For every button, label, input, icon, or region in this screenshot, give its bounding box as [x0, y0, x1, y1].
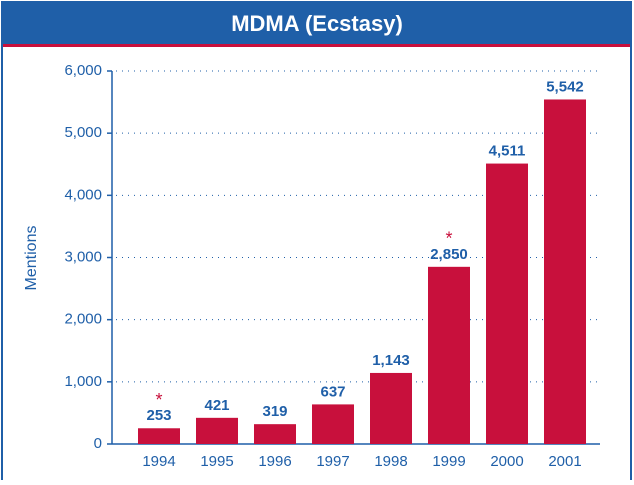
x-tick-label: 1997: [316, 453, 349, 470]
bar: [196, 417, 238, 444]
marker-annotation: *: [155, 390, 162, 410]
bar: [486, 163, 528, 444]
title-bar: [3, 3, 630, 44]
y-tick-label: 6,000: [64, 62, 102, 79]
value-label: 4,511: [489, 143, 526, 160]
y-axis-label: Mentions: [23, 226, 40, 291]
x-tick-label: 1996: [258, 453, 291, 470]
y-tick-label: 4,000: [64, 186, 102, 203]
value-label: 2,850: [430, 246, 468, 263]
bar: [544, 99, 586, 444]
bar: [428, 266, 470, 444]
bar: [254, 424, 296, 444]
y-tick-label: 3,000: [64, 248, 102, 265]
x-tick-label: 1999: [432, 453, 465, 470]
value-label: 421: [204, 397, 229, 414]
value-label: 5,542: [546, 78, 584, 95]
y-tick-label: 5,000: [64, 124, 102, 141]
x-tick-label: 1998: [374, 453, 407, 470]
x-tick-label: 1994: [142, 453, 175, 470]
chart-title: MDMA (Ecstasy): [231, 11, 403, 36]
value-label: 253: [146, 407, 171, 424]
x-tick-label: 2001: [548, 453, 581, 470]
x-tick-label: 2000: [490, 453, 523, 470]
marker-annotation: *: [445, 229, 452, 249]
value-label: 1,143: [372, 352, 410, 369]
bar: [138, 428, 180, 444]
y-tick-label: 1,000: [64, 373, 102, 390]
title-rule: [3, 44, 630, 47]
value-label: 319: [262, 403, 287, 420]
bar: [312, 404, 354, 444]
x-tick-label: 1995: [200, 453, 233, 470]
y-tick-label: 0: [94, 435, 102, 452]
y-tick-label: 2,000: [64, 311, 102, 328]
bar: [370, 372, 412, 444]
value-label: 637: [320, 383, 345, 400]
